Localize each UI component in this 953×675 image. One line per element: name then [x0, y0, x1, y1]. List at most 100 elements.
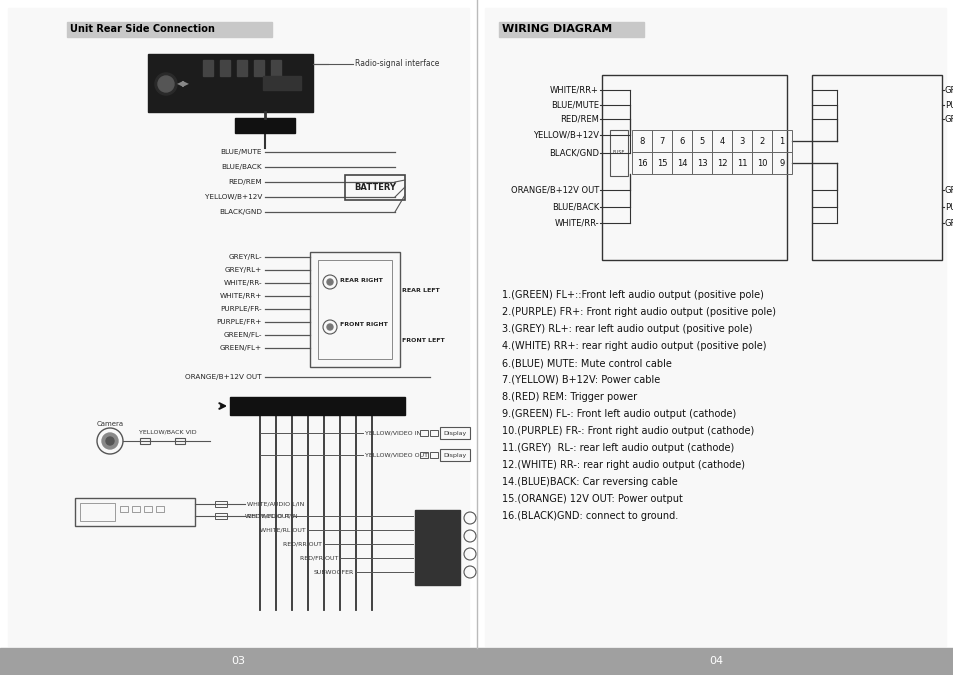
- Text: 7: 7: [659, 136, 664, 146]
- Text: 16: 16: [636, 159, 647, 167]
- Bar: [771, 152, 791, 174]
- Text: 3.(GREY) RL+: rear left audio output (positive pole): 3.(GREY) RL+: rear left audio output (po…: [501, 324, 752, 334]
- Bar: [751, 152, 771, 174]
- Bar: [120, 506, 128, 512]
- Text: ORANGE/B+12V OUT: ORANGE/B+12V OUT: [510, 186, 598, 194]
- Text: GREY/RL-: GREY/RL-: [228, 254, 262, 260]
- Bar: [0, 648, 953, 675]
- Bar: [203, 60, 213, 76]
- Text: RED/FR OUT: RED/FR OUT: [299, 556, 337, 560]
- Bar: [691, 130, 711, 152]
- Text: 2: 2: [759, 136, 763, 146]
- Text: WHITE/RR+: WHITE/RR+: [219, 293, 262, 299]
- Text: 15: 15: [656, 159, 666, 167]
- Text: 9: 9: [779, 159, 783, 167]
- Bar: [80, 503, 115, 521]
- Text: 04: 04: [708, 656, 722, 666]
- Text: 2.(PURPLE) FR+: Front right audio output (positive pole): 2.(PURPLE) FR+: Front right audio output…: [501, 307, 775, 317]
- Text: 8.(RED) REM: Trigger power: 8.(RED) REM: Trigger power: [501, 392, 637, 402]
- Bar: [236, 60, 247, 76]
- Bar: [156, 506, 164, 512]
- Bar: [671, 130, 691, 152]
- Text: 3: 3: [739, 136, 744, 146]
- Text: 5: 5: [699, 136, 704, 146]
- Text: RED/RR OUT: RED/RR OUT: [283, 541, 322, 547]
- Circle shape: [102, 433, 118, 449]
- Text: 03: 03: [231, 656, 245, 666]
- Text: 4: 4: [719, 136, 724, 146]
- Text: 6.(BLUE) MUTE: Mute control cable: 6.(BLUE) MUTE: Mute control cable: [501, 358, 671, 368]
- Text: 14.(BLUE)BACK: Car reversing cable: 14.(BLUE)BACK: Car reversing cable: [501, 477, 677, 487]
- Text: 9.(GREEN) FL-: Front left audio output (cathode): 9.(GREEN) FL-: Front left audio output (…: [501, 409, 736, 419]
- Bar: [214, 513, 227, 519]
- Text: RED/REM: RED/REM: [228, 179, 262, 185]
- Text: YELLOW/B+12V: YELLOW/B+12V: [204, 194, 262, 200]
- Text: 14: 14: [676, 159, 686, 167]
- Text: PURPLE/FR-: PURPLE/FR-: [220, 306, 262, 312]
- Text: WHITE/RR-: WHITE/RR-: [554, 219, 598, 227]
- Text: Unit Rear Side Connection: Unit Rear Side Connection: [70, 24, 214, 34]
- Text: RED/AUDIO R/IN: RED/AUDIO R/IN: [247, 514, 297, 518]
- Text: PURPLE/FR-: PURPLE/FR-: [944, 202, 953, 211]
- Bar: [609, 130, 627, 176]
- Bar: [230, 397, 405, 415]
- Text: BLUE/MUTE: BLUE/MUTE: [220, 149, 262, 155]
- Text: SUBWOOFER: SUBWOOFER: [314, 570, 354, 574]
- Text: BATTERY: BATTERY: [354, 183, 395, 192]
- Text: GREEN/FL+: GREEN/FL+: [944, 115, 953, 124]
- Bar: [75, 498, 194, 526]
- Text: WHITE/RR+: WHITE/RR+: [550, 86, 598, 94]
- Bar: [263, 76, 301, 90]
- Bar: [8, 8, 469, 646]
- Bar: [771, 130, 791, 152]
- Bar: [751, 130, 771, 152]
- Text: BLACK/GND: BLACK/GND: [219, 209, 262, 215]
- Bar: [214, 501, 227, 507]
- Text: PURPLE/FR+: PURPLE/FR+: [944, 101, 953, 109]
- Bar: [220, 60, 230, 76]
- Bar: [671, 152, 691, 174]
- Text: FRONT RIGHT: FRONT RIGHT: [339, 323, 387, 327]
- Bar: [415, 510, 459, 585]
- Bar: [631, 130, 651, 152]
- Text: YELLOW/B+12V: YELLOW/B+12V: [533, 130, 598, 140]
- Text: YELLOW/VIDEO IN: YELLOW/VIDEO IN: [365, 431, 421, 435]
- Bar: [253, 60, 264, 76]
- Text: REAR RIGHT: REAR RIGHT: [339, 277, 382, 283]
- Bar: [731, 130, 751, 152]
- Bar: [711, 130, 731, 152]
- Text: 10: 10: [756, 159, 766, 167]
- Text: Radio-signal interface: Radio-signal interface: [355, 59, 439, 68]
- Circle shape: [327, 324, 333, 330]
- Text: PURPLE/FR+: PURPLE/FR+: [216, 319, 262, 325]
- Text: Camera: Camera: [96, 421, 124, 427]
- Text: Display: Display: [443, 431, 466, 435]
- Text: BLUE/BACK: BLUE/BACK: [221, 164, 262, 170]
- Text: 4.(WHITE) RR+: rear right audio output (positive pole): 4.(WHITE) RR+: rear right audio output (…: [501, 341, 765, 351]
- Bar: [144, 506, 152, 512]
- Text: 11.(GREY)  RL-: rear left audio output (cathode): 11.(GREY) RL-: rear left audio output (c…: [501, 443, 734, 453]
- Bar: [271, 60, 281, 76]
- Bar: [140, 438, 150, 444]
- Text: YELLOW/VIDEO OUT: YELLOW/VIDEO OUT: [365, 452, 428, 458]
- Bar: [234, 118, 294, 133]
- Text: WHITE/FL OUT: WHITE/FL OUT: [245, 514, 290, 518]
- Text: RED/REM: RED/REM: [559, 115, 598, 124]
- Text: 12.(WHITE) RR-: rear right audio output (cathode): 12.(WHITE) RR-: rear right audio output …: [501, 460, 744, 470]
- Bar: [345, 175, 405, 200]
- Text: GREY/RL+: GREY/RL+: [944, 86, 953, 94]
- Text: BLACK/GND: BLACK/GND: [548, 148, 598, 157]
- Text: FRONT LEFT: FRONT LEFT: [401, 338, 444, 342]
- Bar: [67, 22, 272, 37]
- Bar: [174, 438, 185, 444]
- Bar: [498, 22, 643, 37]
- Bar: [310, 252, 399, 367]
- Text: Display: Display: [443, 452, 466, 458]
- Text: WHITE/RR-: WHITE/RR-: [223, 280, 262, 286]
- Bar: [439, 427, 470, 439]
- Text: 1: 1: [779, 136, 783, 146]
- Text: WIRING DIAGRAM: WIRING DIAGRAM: [501, 24, 612, 34]
- Bar: [430, 452, 437, 458]
- Text: 6: 6: [679, 136, 684, 146]
- Text: 16.(BLACK)GND: connect to ground.: 16.(BLACK)GND: connect to ground.: [501, 511, 678, 521]
